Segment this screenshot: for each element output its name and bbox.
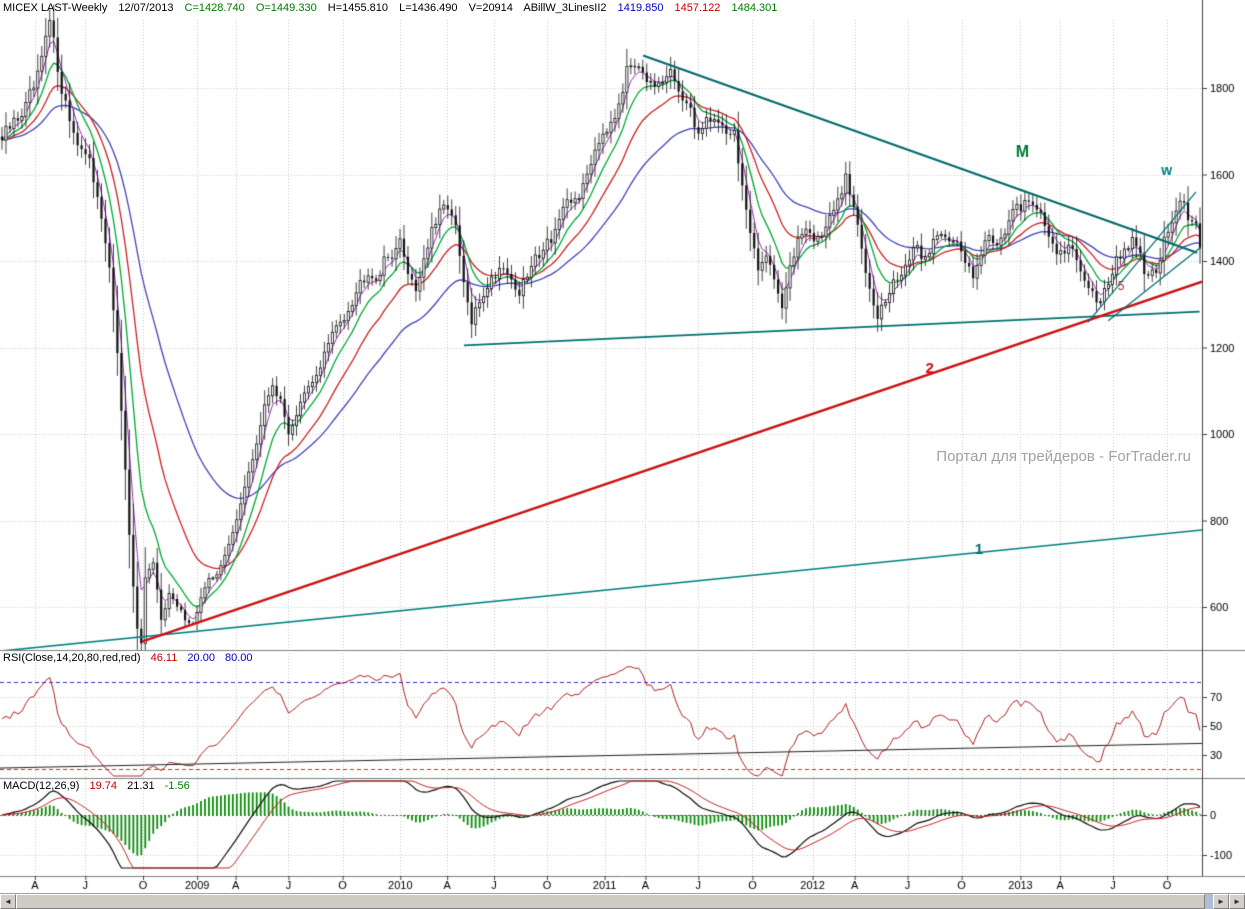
indicator-name: ABillW_3LinesII2 [523, 2, 607, 14]
scroll-right-button[interactable]: ► [1213, 894, 1229, 909]
macd-value-1: 19.74 [89, 780, 118, 792]
macd-panel-label: MACD(12,26,9) 19.74 21.31 -1.56 [3, 780, 197, 792]
scroll-left-icon: ◄ [4, 897, 12, 906]
scrollbar-thumb[interactable] [16, 894, 1205, 909]
indicator-value-green: 1484.301 [731, 2, 778, 14]
rsi-level-high: 80.00 [225, 652, 253, 664]
watermark-text: Портал для трейдеров - ForTrader.ru [936, 448, 1191, 465]
indicator-value-red: 1457.122 [674, 2, 721, 14]
low-value: L=1436.490 [399, 2, 458, 14]
open-value: O=1449.330 [255, 2, 317, 14]
rsi-name: RSI(Close,14,20,80,red,red) [3, 652, 141, 664]
high-value: H=1455.810 [327, 2, 389, 14]
scroll-right-icon: ► [1217, 897, 1225, 906]
scroll-right-button-2[interactable]: ► [1229, 894, 1245, 909]
symbol-label: MICEX LAST-Weekly [3, 2, 108, 14]
macd-value-3: -1.56 [164, 780, 190, 792]
scroll-right-icon-2: ► [1233, 897, 1241, 906]
macd-value-2: 21.31 [127, 780, 155, 792]
horizontal-scrollbar: ◄ ► ► [0, 893, 1245, 909]
date-label: 12/07/2013 [118, 2, 174, 14]
volume-value: V=20914 [468, 2, 513, 14]
rsi-value: 46.11 [150, 652, 178, 664]
indicator-value-blue: 1419.850 [617, 2, 664, 14]
rsi-panel-label: RSI(Close,14,20,80,red,red) 46.11 20.00 … [3, 652, 260, 664]
scroll-left-button[interactable]: ◄ [0, 894, 16, 909]
scrollbar-track[interactable] [1205, 894, 1213, 909]
chart-header: MICEX LAST-Weekly 12/07/2013 C=1428.740 … [3, 2, 785, 14]
rsi-level-low: 20.00 [187, 652, 215, 664]
macd-name: MACD(12,26,9) [3, 780, 80, 792]
close-value: C=1428.740 [184, 2, 245, 14]
